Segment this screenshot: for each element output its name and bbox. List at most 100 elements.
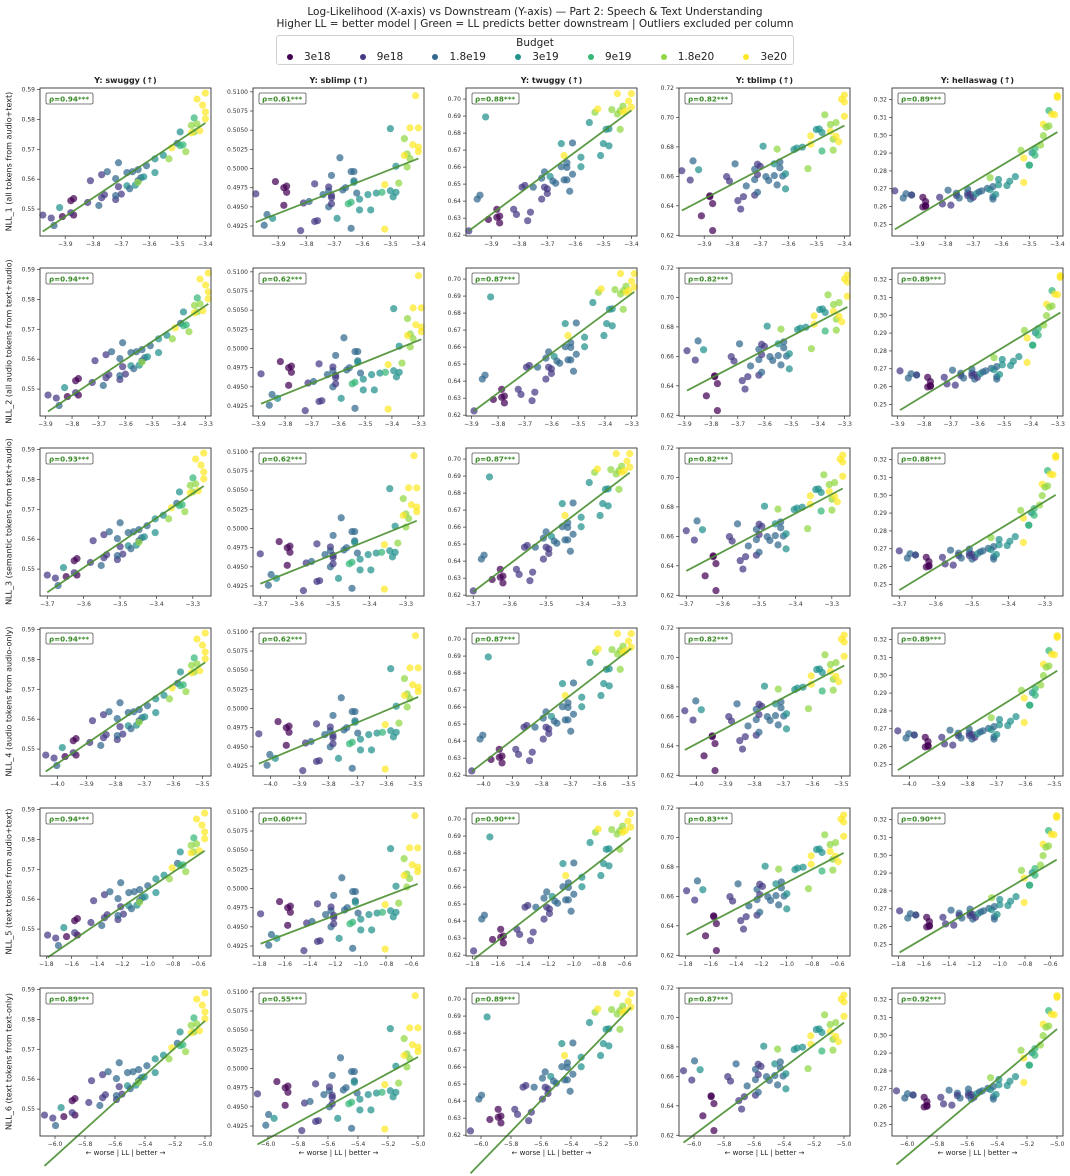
legend-item: 1.8e19 [432, 51, 486, 63]
y-tick-label: 0.55 [22, 386, 36, 393]
data-point [697, 212, 706, 220]
data-point [378, 188, 386, 196]
data-point [152, 875, 160, 883]
data-point [756, 908, 764, 916]
data-point [412, 321, 420, 329]
column-title: Y: swuggy (↑) [94, 76, 157, 85]
data-point [936, 193, 944, 201]
y-tick-label: 0.56 [22, 176, 36, 183]
y-tick-label: 0.66 [661, 1073, 675, 1080]
y-tick-label: 0.62 [448, 412, 462, 419]
data-point [165, 1055, 173, 1063]
y-tick-label: 0.70 [661, 1014, 675, 1021]
data-point [283, 182, 291, 190]
svg-text:ρ=0.90***: ρ=0.90*** [475, 815, 515, 824]
data-point [701, 932, 710, 940]
data-point [540, 894, 548, 902]
data-point [105, 708, 113, 716]
y-tick-label: 0.72 [661, 985, 675, 992]
data-point [755, 728, 763, 736]
data-point [1039, 852, 1047, 860]
data-point [275, 897, 284, 906]
data-point [526, 937, 535, 945]
data-point [311, 180, 319, 188]
data-point [824, 291, 832, 299]
data-point [495, 753, 503, 761]
regression-line [473, 291, 635, 412]
data-point [545, 909, 554, 918]
y-tick-label: 0.56 [22, 536, 36, 543]
data-point [316, 937, 324, 945]
data-point [256, 550, 264, 558]
y-tick-label: 0.56 [22, 1076, 36, 1083]
y-tick-label: 0.5050 [227, 1027, 248, 1034]
y-tick-label: 0.67 [448, 1047, 462, 1054]
data-point [596, 1051, 605, 1060]
y-tick-label: 0.32 [874, 277, 888, 284]
data-point [710, 1126, 718, 1135]
data-point [73, 555, 81, 563]
y-tick-label: 0.4925 [227, 223, 248, 230]
data-point [99, 711, 108, 719]
regression-line [468, 109, 632, 232]
data-point [1020, 694, 1028, 702]
y-tick-label: 0.27 [874, 186, 888, 193]
axes-frame [252, 807, 425, 957]
y-tick-label: 0.62 [661, 952, 675, 959]
data-point [694, 337, 702, 345]
data-point [283, 188, 291, 196]
x-tick-label: −3.9 [79, 781, 94, 788]
data-point [569, 710, 578, 718]
data-point [552, 1079, 560, 1087]
data-point [318, 397, 326, 405]
x-tick-label: −3.4 [575, 601, 590, 608]
y-tick-label: 0.55 [22, 746, 36, 753]
data-point [260, 221, 268, 229]
data-point [334, 574, 343, 582]
data-point [594, 1005, 602, 1013]
data-point [902, 190, 910, 198]
data-point [196, 300, 204, 308]
x-tick-label: −1.6 [703, 961, 718, 968]
data-point [600, 680, 608, 688]
data-point [563, 163, 571, 172]
data-point [405, 844, 414, 852]
x-tick-label: −3.4 [811, 421, 826, 428]
y-tick-label: 0.5050 [227, 127, 248, 134]
data-point [526, 208, 535, 216]
data-point [772, 880, 780, 888]
data-point [405, 484, 413, 492]
y-tick-label: 0.63 [448, 1115, 462, 1122]
data-point [540, 915, 548, 923]
data-point [938, 553, 947, 561]
regression-line [473, 837, 632, 961]
scatter-panel: −3.7 −3.6 −3.5 −3.4 −3.30.620.630.640.650.66… [448, 447, 638, 608]
data-point [692, 697, 700, 705]
data-point [483, 1013, 491, 1021]
data-point [627, 630, 635, 638]
data-point [948, 1101, 956, 1109]
data-point [741, 385, 749, 393]
axes-frame [252, 447, 425, 597]
y-tick-label: 0.66 [448, 344, 462, 351]
x-tick-label: −3.7 [327, 241, 342, 248]
x-tick-label: −3.9 [251, 421, 266, 428]
x-tick-label: −3.7 [466, 601, 481, 608]
data-point [325, 1083, 334, 1091]
legend-label: 1.8e20 [677, 51, 715, 63]
data-point [392, 188, 400, 196]
x-tick-label: −3.5 [383, 241, 398, 248]
data-point [567, 343, 575, 352]
data-point [512, 210, 521, 218]
data-point [622, 647, 630, 655]
legend-item: 9e18 [359, 51, 403, 63]
data-point [349, 944, 357, 952]
scatter-panel: −3.9 −3.8 −3.7 −3.6 −3.5 −3.40.250.260.270.28… [874, 87, 1065, 248]
data-point [299, 587, 308, 595]
data-point [735, 340, 744, 348]
data-point [613, 810, 621, 818]
data-point [616, 665, 624, 673]
data-point [557, 163, 565, 171]
axes-frame [252, 87, 425, 237]
x-tick-label: −1.0 [566, 961, 581, 968]
